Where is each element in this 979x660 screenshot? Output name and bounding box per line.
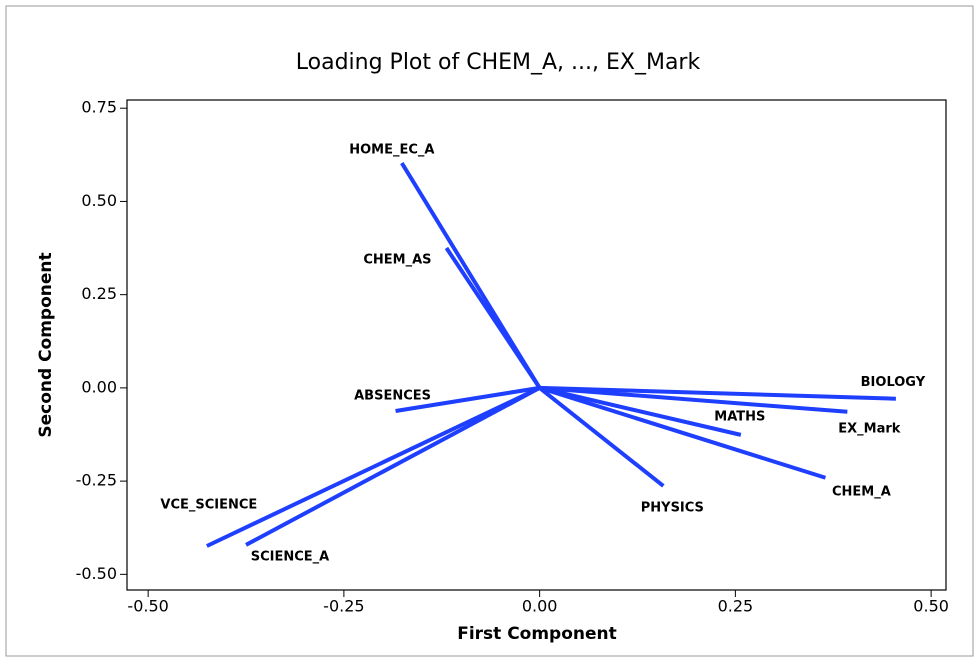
point-label: HOME_EC_A	[349, 143, 434, 158]
point-label: VCE_SCIENCE	[160, 497, 257, 512]
x-tick-label: 0.00	[522, 597, 558, 616]
point-label: CHEM_AS	[363, 253, 431, 268]
point-label: SCIENCE_A	[251, 549, 329, 564]
point-label: CHEM_A	[832, 484, 891, 499]
point-label: BIOLOGY	[861, 375, 926, 390]
loading-vector	[444, 246, 542, 389]
loading-vector	[538, 386, 665, 488]
loading-vector	[539, 385, 742, 437]
chart-title: Loading Plot of CHEM_A, ..., EX_Mark	[296, 50, 701, 75]
x-axis-label: First Component	[457, 624, 617, 644]
loading-vector	[245, 386, 541, 547]
loading-vector	[539, 385, 848, 414]
x-tick-label: -0.25	[323, 597, 364, 616]
loading-vector	[539, 385, 896, 401]
y-axis-label: Second Component	[36, 252, 56, 437]
point-label: PHYSICS	[641, 500, 704, 515]
point-label: MATHS	[714, 409, 765, 424]
y-tick-label: 0.75	[81, 98, 117, 117]
point-label: EX_Mark	[838, 421, 901, 436]
x-tick-label: 0.25	[718, 597, 754, 616]
point-label: ABSENCES	[354, 389, 431, 404]
y-tick-label: 0.25	[81, 284, 117, 303]
loading-vector	[206, 386, 541, 548]
y-tick-label: -0.50	[76, 564, 117, 583]
y-tick-label: -0.25	[76, 471, 117, 490]
loading-vector	[539, 385, 827, 480]
frame	[5, 5, 974, 657]
y-tick-label: 0.00	[81, 377, 117, 396]
y-tick-label: 0.50	[81, 191, 117, 210]
x-tick-label: 0.50	[913, 597, 949, 616]
loading-vector	[395, 385, 540, 413]
x-tick-label: -0.50	[127, 597, 168, 616]
plot-area	[126, 99, 947, 591]
